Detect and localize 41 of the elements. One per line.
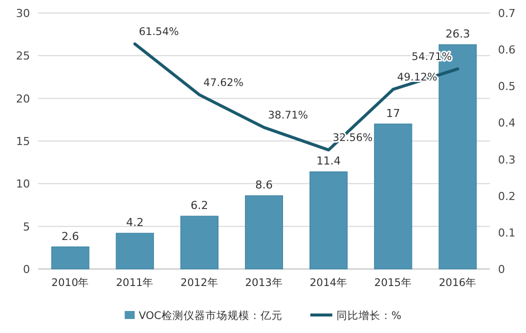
data-label: 38.71% xyxy=(268,109,308,122)
legend-label: 同比增长：% xyxy=(336,309,402,322)
x-tick-label: 2013年 xyxy=(245,277,283,289)
data-label: 47.62% xyxy=(203,76,244,89)
y2-tick-label: 0.3 xyxy=(498,153,516,166)
data-label: 8.6 xyxy=(255,178,273,192)
bar xyxy=(310,171,348,270)
y-tick-label: 30 xyxy=(16,7,30,20)
x-tick-label: 2012年 xyxy=(180,277,218,289)
data-label: 11.4 xyxy=(316,154,341,168)
data-label: 61.54% xyxy=(138,26,179,38)
y2-tick-label: 0 xyxy=(498,263,505,276)
data-label: 26.3 xyxy=(445,28,470,41)
x-tick-label: 2011年 xyxy=(116,277,154,289)
y2-tick-label: 0.5 xyxy=(498,80,516,94)
y2-tick-label: 0.7 xyxy=(498,7,516,20)
line-series xyxy=(133,42,460,152)
y2-tick-label: 0.4 xyxy=(498,116,516,130)
data-label: 6.2 xyxy=(190,199,208,212)
y2-tick-label: 0.6 xyxy=(498,44,516,57)
x-tick-label: 2014年 xyxy=(310,277,348,289)
legend-label: VOC检测仪器市场规模：亿元 xyxy=(138,309,282,322)
bar xyxy=(244,195,284,270)
y-tick-label: 10 xyxy=(16,178,30,191)
y-tick-label: 15 xyxy=(16,135,30,148)
bar xyxy=(180,216,218,270)
data-label: 17 xyxy=(386,106,400,120)
x-tick-label: 2010年 xyxy=(51,277,90,289)
y-tick-label: 0 xyxy=(23,263,30,276)
y-tick-label: 25 xyxy=(16,50,30,63)
bar xyxy=(116,232,154,270)
x-tick-label: 2015年 xyxy=(374,277,412,289)
x-tick-label: 2016年 xyxy=(438,277,477,289)
y-tick-label: 5 xyxy=(23,220,30,234)
data-label: 2.6 xyxy=(62,230,80,243)
y2-tick-label: 0.1 xyxy=(498,226,516,240)
bar xyxy=(374,124,412,270)
bar xyxy=(51,246,90,270)
y-tick-label: 20 xyxy=(16,92,30,106)
y2-tick-label: 0.2 xyxy=(498,190,516,203)
data-label: 4.2 xyxy=(126,216,144,230)
